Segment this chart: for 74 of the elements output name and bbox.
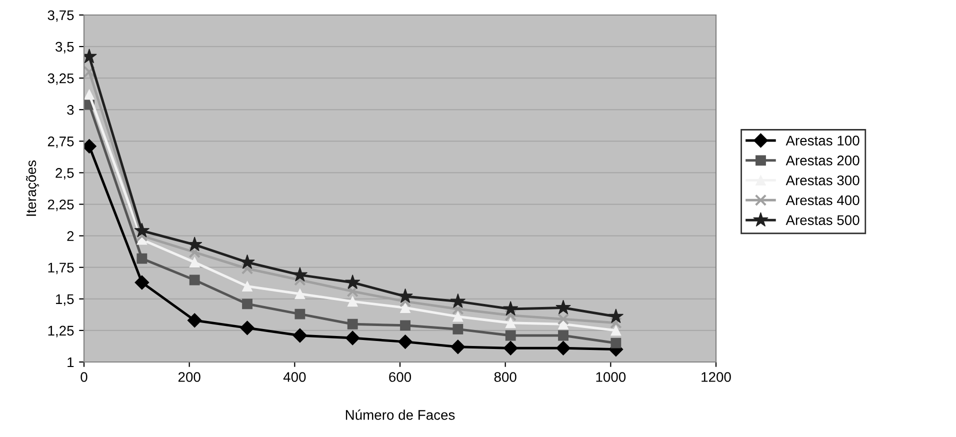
point	[242, 281, 252, 292]
point	[557, 313, 570, 326]
point	[608, 308, 624, 324]
y-tick-label: 1,5	[56, 294, 74, 306]
y-tick-label: 3,75	[48, 10, 74, 22]
point	[347, 296, 358, 307]
point	[556, 300, 571, 314]
point	[400, 302, 410, 313]
point	[347, 318, 358, 330]
point	[240, 320, 254, 336]
point	[346, 285, 359, 298]
legend-label: Arestas 300	[786, 175, 860, 186]
point	[505, 318, 516, 328]
point	[345, 330, 360, 346]
point	[400, 320, 410, 331]
point	[136, 230, 148, 242]
y-tick-label: 1	[68, 357, 74, 368]
point	[556, 340, 570, 356]
point	[187, 313, 202, 328]
y-tick-label: 2,75	[48, 136, 74, 148]
y-tick-label: 1,25	[48, 326, 74, 338]
point	[292, 328, 308, 343]
point	[188, 246, 201, 258]
x-tick-label: 400	[283, 372, 306, 382]
point	[294, 308, 306, 320]
point	[294, 288, 306, 300]
point	[452, 303, 464, 315]
point	[505, 330, 516, 341]
y-tick-label: 2	[67, 231, 74, 241]
point	[503, 340, 518, 356]
y-tick-label: 1,75	[48, 262, 74, 274]
legend-label: Arestas 200	[786, 156, 860, 166]
point	[610, 338, 622, 348]
point	[189, 274, 200, 286]
point	[344, 274, 360, 290]
point	[452, 324, 464, 334]
y-tick-label: 3,25	[48, 73, 74, 85]
x-tick-label: 1000	[596, 372, 626, 382]
y-tick-label: 3	[67, 104, 74, 115]
y-tick-label: 2,5	[56, 168, 74, 180]
point	[610, 316, 622, 329]
y-axis-title: Iterações	[26, 160, 39, 216]
point	[502, 301, 518, 316]
point	[241, 262, 254, 275]
point	[452, 311, 464, 322]
point	[84, 89, 94, 100]
y-tick-label: 2,25	[48, 200, 74, 212]
x-axis-title: Número de Faces	[346, 410, 455, 420]
legend-label: Arestas 500	[786, 215, 860, 226]
point	[242, 298, 252, 310]
point	[292, 266, 308, 282]
point	[398, 288, 413, 303]
point	[294, 274, 306, 286]
point	[136, 253, 148, 264]
point	[134, 222, 150, 238]
point	[240, 254, 255, 269]
legend-label: Arestas 400	[786, 195, 860, 206]
point	[450, 340, 466, 354]
point	[398, 334, 412, 350]
x-tick-label: 800	[494, 372, 516, 382]
x-tick-label: 600	[389, 372, 412, 382]
y-tick-label: 3,5	[56, 42, 74, 54]
point	[399, 296, 412, 308]
legend-label: Arestas 100	[786, 136, 860, 146]
x-tick-label: 1200	[702, 372, 731, 382]
x-tick-label: 0	[80, 372, 88, 382]
point	[189, 257, 200, 268]
point	[134, 275, 150, 290]
point	[450, 293, 466, 308]
point	[610, 325, 622, 336]
point	[84, 66, 96, 78]
point	[504, 309, 517, 322]
x-tick-label: 200	[178, 372, 200, 382]
point	[558, 330, 568, 341]
